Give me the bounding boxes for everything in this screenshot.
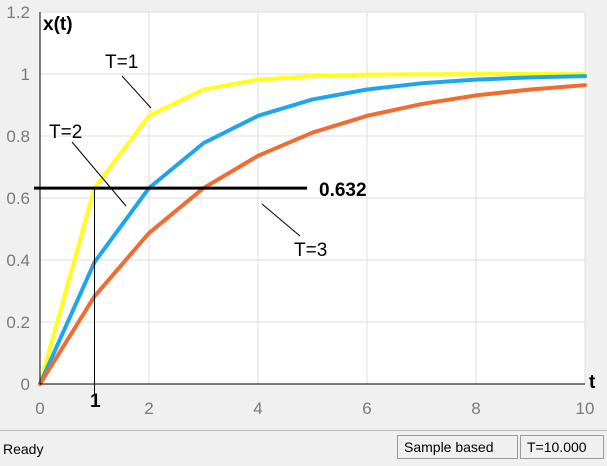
simulation-time-indicator: T=10.000 bbox=[520, 435, 604, 459]
x-tick-label: 2 bbox=[144, 399, 153, 418]
y-tick-label: 0.2 bbox=[6, 313, 30, 332]
series-label-t3: T=3 bbox=[294, 240, 327, 261]
chart: T=1 T=2 T=3 0.632 1 0 2 4 6 8 10 0 0.2 0.4 0.6 0.8… bbox=[6, 3, 596, 418]
series-line-2 bbox=[38, 74, 587, 386]
x-axis-label: t bbox=[589, 372, 596, 393]
series-line-1 bbox=[38, 72, 587, 386]
sample-mode-indicator[interactable]: Sample based bbox=[397, 435, 518, 459]
y-tick-label: 1 bbox=[21, 65, 30, 84]
series-lines bbox=[38, 72, 587, 386]
x-tick-label: 6 bbox=[362, 399, 371, 418]
status-bar: Ready Sample based T=10.000 bbox=[0, 430, 607, 466]
x-tick-label: 10 bbox=[576, 399, 595, 418]
y-axis-label: x(t) bbox=[43, 14, 73, 35]
axes: 0 2 4 6 8 10 0 0.2 0.4 0.6 0.8 1 1.2 bbox=[6, 3, 594, 418]
marker-label: 1 bbox=[90, 391, 101, 412]
y-tick-label: 1.2 bbox=[6, 3, 30, 22]
series-label-t2: T=2 bbox=[49, 122, 82, 143]
x-tick-label: 8 bbox=[471, 399, 480, 418]
y-tick-label: 0.4 bbox=[6, 251, 30, 270]
callout-leader-t1 bbox=[121, 75, 152, 109]
x-tick-label: 4 bbox=[253, 399, 262, 418]
annotations: T=1 T=2 T=3 0.632 1 bbox=[34, 52, 367, 412]
callout-leader-t3 bbox=[261, 203, 301, 237]
status-text: Ready bbox=[3, 441, 44, 457]
y-tick-label: 0.8 bbox=[6, 127, 30, 146]
grid bbox=[39, 11, 586, 385]
y-tick-label: 0 bbox=[21, 375, 30, 394]
series-line-3 bbox=[38, 83, 587, 386]
level-label: 0.632 bbox=[319, 180, 367, 201]
callout-leader-t2 bbox=[71, 141, 127, 207]
x-tick-label: 0 bbox=[35, 399, 44, 418]
series-label-t1: T=1 bbox=[105, 52, 138, 73]
y-tick-label: 0.6 bbox=[6, 189, 30, 208]
